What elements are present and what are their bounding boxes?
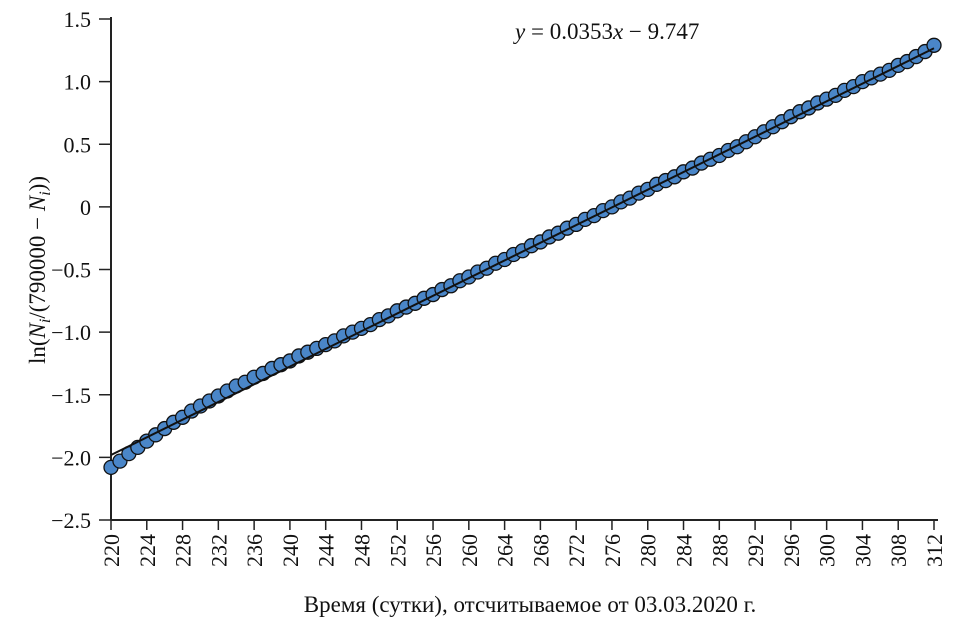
x-axis-label: Время (сутки), отсчитываемое от 03.03.20… <box>304 592 756 617</box>
x-tick-label: 268 <box>528 534 553 567</box>
x-tick-label: 276 <box>600 534 625 567</box>
x-tick-label: 244 <box>314 534 339 567</box>
x-tick-label: 236 <box>242 534 267 567</box>
y-tick-label: −0.5 <box>51 258 91 283</box>
y-axis-label: ln(Ni/(790000 − Ni)) <box>25 176 54 364</box>
fit-line <box>110 47 935 456</box>
x-tick-label: 304 <box>850 534 875 567</box>
data-point <box>926 37 942 53</box>
x-tick-label: 220 <box>99 534 124 567</box>
x-tick-label: 248 <box>349 534 374 567</box>
y-tick-label: 1.0 <box>64 70 92 95</box>
y-tick-label: 1.5 <box>64 7 92 32</box>
y-tick-label: 0 <box>80 195 91 220</box>
x-tick-label: 240 <box>278 534 303 567</box>
x-tick-label: 288 <box>707 534 732 567</box>
x-tick-label: 300 <box>815 534 840 567</box>
y-tick-label: −2.0 <box>51 445 91 470</box>
y-tick-label: 0.5 <box>64 132 92 157</box>
x-tick-label: 232 <box>206 534 231 567</box>
x-tick-label: 264 <box>493 534 518 567</box>
x-tick-label: 252 <box>385 534 410 567</box>
y-tick-label: −1.0 <box>51 320 91 345</box>
x-tick-label: 256 <box>421 534 446 567</box>
x-tick-label: 228 <box>171 534 196 567</box>
x-tick-label: 272 <box>564 534 589 567</box>
x-tick-label: 296 <box>779 534 804 567</box>
fit-equation: y = 0.0353x − 9.747 <box>513 19 699 44</box>
x-tick-label: 284 <box>672 534 697 567</box>
x-tick-label: 280 <box>636 534 661 567</box>
y-tick-label: −1.5 <box>51 383 91 408</box>
x-tick-label: 260 <box>457 534 482 567</box>
data-points <box>103 37 942 476</box>
y-tick-label: −2.5 <box>51 508 91 533</box>
x-tick-label: 292 <box>743 534 768 567</box>
x-tick-label: 224 <box>135 534 160 567</box>
x-tick-label: 308 <box>886 534 911 567</box>
axes: 1.5 1.0 0.5 0 −0.5 −1.0 −1.5 −2.0 −2.5 220 224 228 2… <box>51 7 947 567</box>
x-tick-label: 312 <box>922 534 947 567</box>
